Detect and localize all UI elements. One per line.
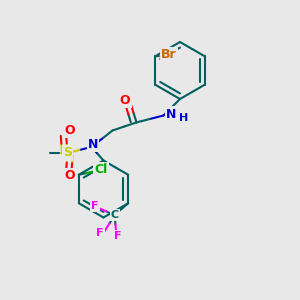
Text: H: H [179, 113, 188, 123]
Text: N: N [88, 137, 98, 151]
Text: S: S [63, 146, 72, 160]
Text: O: O [64, 124, 75, 137]
Text: F: F [92, 201, 99, 211]
Text: O: O [64, 169, 75, 182]
Text: F: F [114, 231, 122, 241]
Text: F: F [96, 228, 103, 238]
Text: O: O [120, 94, 130, 107]
Text: C: C [111, 210, 119, 220]
Text: N: N [166, 107, 176, 121]
Text: Cl: Cl [94, 163, 107, 176]
Text: Br: Br [161, 48, 177, 61]
